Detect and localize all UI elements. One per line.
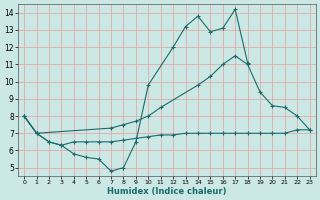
X-axis label: Humidex (Indice chaleur): Humidex (Indice chaleur) (107, 187, 227, 196)
